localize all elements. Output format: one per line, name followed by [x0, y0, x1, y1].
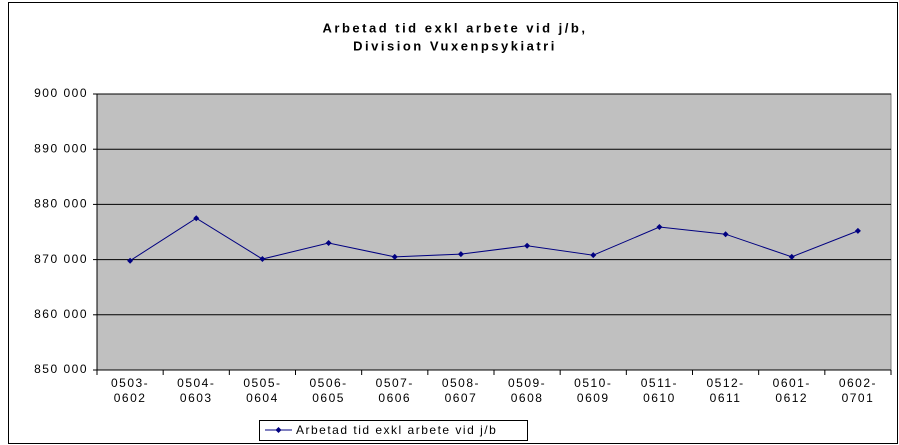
x-tick-label: 0601-	[773, 376, 811, 390]
y-tick-label: 860 000	[34, 307, 88, 321]
x-tick-label: 0605	[312, 391, 345, 405]
point-marker	[656, 224, 663, 231]
x-tick-label: 0602	[114, 391, 147, 405]
plot-area	[96, 93, 892, 371]
point-marker	[325, 240, 332, 247]
y-tick-label: 880 000	[34, 197, 88, 211]
x-tick-label: 0507-	[376, 376, 414, 390]
point-marker	[590, 252, 597, 259]
x-tick-label: 0609	[577, 391, 610, 405]
x-tick-label: 0610	[643, 391, 676, 405]
x-tick-label: 0608	[511, 391, 544, 405]
x-tick-label: 0602-	[839, 376, 877, 390]
legend-label: Arbetad tid exkl arbete vid j/b	[296, 423, 497, 437]
x-tick-label: 0510-	[574, 376, 612, 390]
x-tick-label: 0611	[710, 391, 742, 405]
y-tick-label: 870 000	[34, 252, 88, 266]
x-tick-label: 0604	[246, 391, 279, 405]
x-tick-label: 0612	[775, 391, 808, 405]
x-tick-label: 0603	[180, 391, 213, 405]
x-tick-label: 0506-	[309, 376, 347, 390]
x-tick-label: 0511-	[641, 376, 678, 390]
chart-title: Arbetad tid exkl arbete vid j/b,	[323, 20, 588, 35]
legend-box	[259, 420, 528, 441]
x-tick-label: 0606	[378, 391, 411, 405]
point-marker	[524, 242, 531, 249]
chart-title: Division Vuxenpsykiatri	[353, 38, 557, 53]
point-marker	[457, 251, 464, 258]
y-tick-label: 900 000	[34, 86, 88, 100]
point-marker	[722, 231, 729, 238]
point-marker	[854, 227, 861, 234]
series-line	[129, 217, 859, 262]
x-tick-label: 0512-	[706, 376, 744, 390]
x-tick-label: 0508-	[442, 376, 480, 390]
x-tick-label: 0607	[445, 391, 478, 405]
point-marker	[127, 257, 134, 264]
x-tick-label: 0701	[842, 391, 875, 405]
x-tick-label: 0503-	[111, 376, 149, 390]
point-marker	[193, 215, 200, 222]
point-marker	[391, 253, 398, 260]
y-tick-label: 890 000	[34, 141, 88, 155]
x-tick-label: 0505-	[243, 376, 281, 390]
point-marker	[788, 253, 795, 260]
legend-marker	[275, 427, 282, 433]
x-tick-label: 0504-	[177, 376, 215, 390]
point-marker	[259, 256, 266, 263]
x-tick-label: 0509-	[508, 376, 546, 390]
y-tick-label: 850 000	[34, 362, 88, 376]
